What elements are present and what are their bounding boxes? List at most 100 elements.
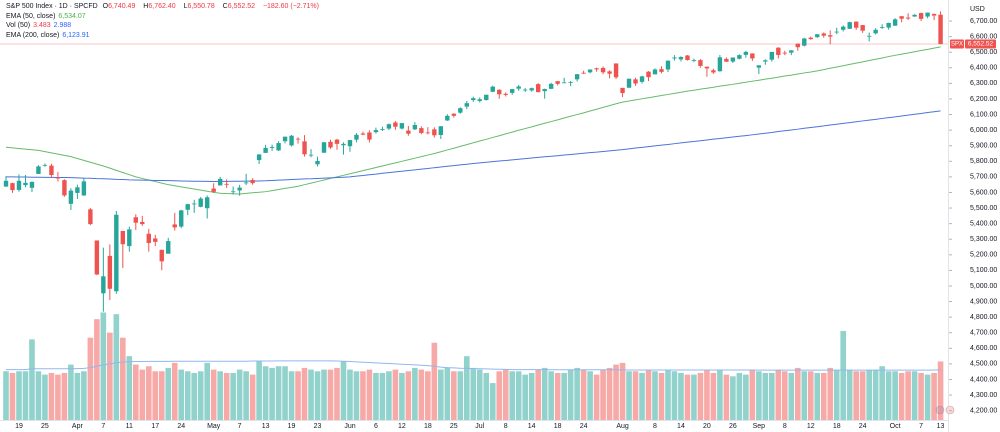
candle-body [10,183,15,191]
candle-body [380,129,385,130]
x-tick-label: 17 [151,423,159,430]
candle-body [185,204,190,210]
candle-body [471,98,476,101]
candle-body [120,230,126,245]
candle-body [179,210,184,227]
candle-body [529,88,534,91]
volume-bar [775,369,782,420]
candle-body [412,124,418,130]
last-price-text: 6,552.52 [968,41,994,48]
volume-bar [885,371,892,420]
candle-body [905,17,911,19]
x-tick-label: 20 [703,423,711,430]
candle-body [321,142,327,153]
volume-bar [405,371,412,420]
volume-bar [710,372,717,420]
indicator-line [6,360,941,371]
candle-body [542,88,547,92]
volume-bar [301,367,308,420]
volume-bar [684,374,691,420]
volume-bar [113,314,120,420]
volume-bar [502,369,509,420]
volume-bar [522,374,528,420]
volume-bar [840,330,847,420]
candle-body [263,147,268,153]
volume-bar [918,372,924,420]
volume-pane [3,312,944,420]
y-tick-label: 6,100.00 [970,111,997,118]
volume-bar [807,371,814,420]
x-tick-label: 14 [677,423,685,430]
volume-bar [788,372,795,420]
x-tick-label: Aug [616,423,629,430]
symbol-title: S&P 500 Index · 1D · SPCFD [6,3,98,10]
candle-body [815,34,820,38]
volume-bar [35,371,42,420]
candle-body [510,89,515,93]
volume-bar [48,372,55,420]
symbol-badge [950,39,964,49]
indicator-name: Vol (50) [6,22,31,29]
y-tick-label: 6,300.00 [970,80,997,87]
volume-bar [769,372,775,420]
volume-bar [275,366,282,420]
legend-row: S&P 500 Index · 1D · SPCFD O6,740.49 H6,… [6,2,322,12]
candle-body [243,182,249,184]
volume-bar [872,369,879,420]
volume-bar [262,366,269,420]
candle-body [756,65,762,68]
candle-body [29,181,35,188]
volume-bar [16,371,22,420]
volume-bar [600,369,606,420]
flag-icon [945,405,955,415]
candle-body [490,86,495,92]
candle-body [776,47,781,56]
volume-bar [911,371,918,420]
legend-row: Vol (50) 3.483 2.988 [6,21,322,31]
volume-bar [535,369,541,420]
ohlc-readout: C6,552.52 [223,3,258,10]
candle-body [36,166,41,174]
volume-bar [438,369,444,420]
volume-bar [723,374,730,420]
volume-bar [749,369,756,420]
ohlc-label: C [222,3,228,10]
ohlc-label: H [143,3,149,10]
x-tick-label: Sep [753,423,766,430]
volume-bar [931,372,937,420]
candle-body [633,79,638,84]
volume-bar [42,374,48,420]
candle-body [295,138,301,140]
y-tick-label: 6,200.00 [970,96,997,103]
candle-body [600,67,606,73]
candle-body [646,71,651,78]
volume-bar [879,366,885,420]
volume-bar [392,369,399,420]
last-price-badge [965,39,996,49]
volume-bar [463,356,470,420]
volume-bar [476,369,483,420]
candle-body [386,124,392,129]
volume-bar [334,367,340,420]
ohlc-value: 6,550.78 [187,3,215,10]
ohlc-label: L [183,3,188,10]
candle-body [192,203,197,205]
change-readout: −182.60 (−2.71%) [262,3,319,10]
volume-bar [55,374,61,420]
indicator-name: EMA (50, close) [6,12,56,20]
volume-bar [632,371,639,420]
volume-bar [366,369,373,420]
candle-body [561,82,567,84]
volume-bar [561,372,567,420]
y-tick-label: 6,700.00 [970,18,997,25]
candle-body [360,133,366,135]
volume-bar [184,371,191,420]
volume-bar [243,371,249,420]
y-tick-label: 5,000.00 [970,283,997,290]
volume-bar [204,362,210,420]
candle-body [140,221,145,225]
volume-bar [509,371,516,420]
candle-body [828,35,833,37]
candle-body [802,38,807,46]
volume-bar [373,372,379,420]
